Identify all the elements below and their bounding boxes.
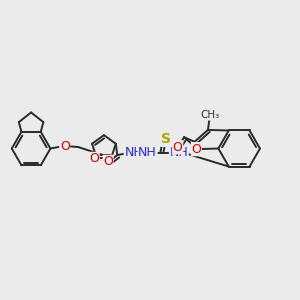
- Text: O: O: [60, 140, 70, 153]
- Text: NH: NH: [124, 146, 143, 159]
- Text: NH: NH: [169, 146, 188, 159]
- Text: CH₃: CH₃: [200, 110, 220, 120]
- Text: O: O: [173, 141, 183, 154]
- Text: O: O: [103, 155, 113, 168]
- Text: O: O: [191, 142, 201, 156]
- Text: O: O: [89, 152, 99, 165]
- Text: NH: NH: [138, 146, 157, 159]
- Text: S: S: [161, 132, 171, 146]
